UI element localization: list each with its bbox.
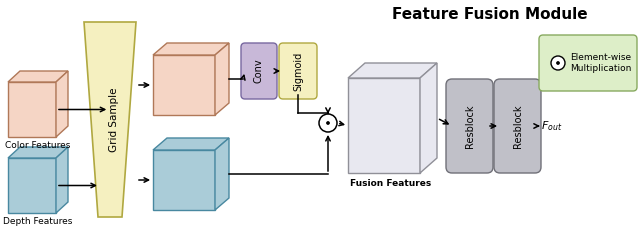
FancyBboxPatch shape <box>241 43 277 99</box>
Polygon shape <box>8 71 68 82</box>
Text: Resblock: Resblock <box>513 104 522 148</box>
Polygon shape <box>84 22 136 217</box>
Circle shape <box>551 56 565 70</box>
Text: Fusion Features: Fusion Features <box>350 179 431 188</box>
Polygon shape <box>8 82 56 137</box>
Text: $F_{out}$: $F_{out}$ <box>541 119 563 133</box>
Polygon shape <box>153 138 229 150</box>
Text: Conv: Conv <box>254 59 264 83</box>
Circle shape <box>326 121 330 125</box>
Polygon shape <box>8 147 68 158</box>
Polygon shape <box>348 63 437 78</box>
Text: Sigmoid: Sigmoid <box>293 51 303 91</box>
Polygon shape <box>348 78 420 173</box>
Polygon shape <box>8 158 56 213</box>
Text: Grid Sample: Grid Sample <box>109 87 119 152</box>
FancyBboxPatch shape <box>446 79 493 173</box>
Text: Feature Fusion Module: Feature Fusion Module <box>392 7 588 22</box>
Text: Element-wise
Multiplication: Element-wise Multiplication <box>570 53 632 73</box>
Polygon shape <box>153 55 215 115</box>
Circle shape <box>557 62 559 64</box>
Polygon shape <box>153 150 215 210</box>
FancyBboxPatch shape <box>494 79 541 173</box>
Polygon shape <box>56 147 68 213</box>
FancyBboxPatch shape <box>539 35 637 91</box>
Polygon shape <box>215 43 229 115</box>
FancyBboxPatch shape <box>279 43 317 99</box>
Polygon shape <box>56 71 68 137</box>
Text: Resblock: Resblock <box>465 104 474 148</box>
Polygon shape <box>215 138 229 210</box>
Text: Depth Features: Depth Features <box>3 217 73 226</box>
Circle shape <box>319 114 337 132</box>
Text: Color Features: Color Features <box>5 141 70 150</box>
Polygon shape <box>153 43 229 55</box>
Polygon shape <box>420 63 437 173</box>
